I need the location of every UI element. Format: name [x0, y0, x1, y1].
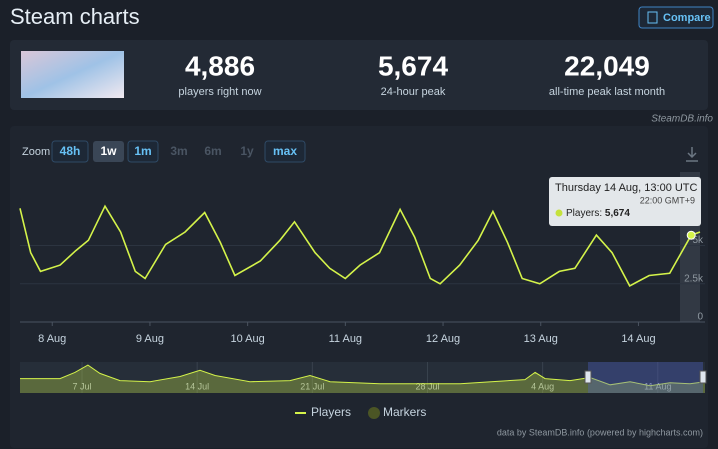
download-button[interactable] [686, 147, 698, 162]
zoom-button: 1y [240, 144, 254, 158]
x-tick-label: 11 Aug [644, 381, 671, 391]
zoom-button[interactable]: max [264, 140, 306, 163]
x-tick-label: 13 Aug [524, 333, 558, 345]
zoom-button-label: 48h [60, 144, 81, 158]
x-tick-label: 28 Jul [415, 381, 439, 391]
credits: data by SteamDB.info (powered by highcha… [497, 427, 703, 437]
legend-item[interactable]: Markers [368, 405, 426, 419]
zoom-button-label: max [273, 144, 297, 158]
selection-handle [584, 370, 592, 384]
download-icon [686, 147, 698, 162]
zoom-label: Zoom [22, 146, 50, 158]
zoom-button: 6m [204, 144, 221, 158]
tooltip-value: 5,674 [605, 208, 630, 219]
y-tick-label: 5k [692, 235, 704, 246]
tooltip-box [549, 177, 701, 226]
x-tick-label: 14 Aug [621, 333, 655, 345]
stat-label: all-time peak last month [549, 86, 665, 98]
legend-swatch [368, 407, 380, 419]
stat-value: 4,886 [185, 50, 255, 81]
stat-value: 22,049 [564, 50, 650, 81]
zoom-button-frame [127, 140, 159, 163]
zoom-button-frame [93, 141, 124, 162]
series-line [19, 204, 701, 287]
legend-item[interactable]: Players [295, 405, 351, 419]
y-tick-label: 0 [697, 312, 703, 323]
tooltip-label: Players: 5,674 [566, 208, 630, 219]
zoom-button[interactable]: 1m [127, 140, 159, 163]
x-tick-label: 12 Aug [426, 333, 460, 345]
page-title: Steam charts [10, 4, 140, 29]
x-tick-label: 10 Aug [231, 333, 265, 345]
legend: Players Markers [295, 405, 426, 419]
x-tick-label: 9 Aug [136, 333, 164, 345]
zoom-button: 3m [170, 144, 187, 158]
zoom-button[interactable]: 48h [51, 140, 89, 163]
navigator-selection[interactable] [584, 362, 707, 393]
tooltip-key: Players: [566, 208, 602, 219]
x-tick-label: 7 Jul [73, 381, 92, 391]
selection-window [588, 362, 703, 393]
zoom-buttons: 48h 1w 1m 3m 6m 1y max [51, 140, 306, 163]
tooltip-title: Thursday 14 Aug, 13:00 UTC [555, 182, 698, 194]
x-tick-label: 8 Aug [38, 333, 66, 345]
tooltip: Thursday 14 Aug, 13:00 UTC 22:00 GMT+9 P… [549, 177, 701, 226]
game-image [21, 51, 124, 98]
hover-point [686, 230, 696, 240]
compare-icon [647, 11, 658, 24]
stats: 4,886 players right now 5,674 24-hour peak 2… [178, 50, 665, 98]
x-tick-label: 11 Aug [329, 333, 362, 345]
stats-panel [10, 40, 708, 110]
x-tick-label: 14 Jul [185, 381, 209, 391]
legend-label: Markers [383, 405, 426, 419]
stat-value: 5,674 [378, 50, 448, 81]
zoom-button-label: 3m [170, 144, 187, 158]
y-tick-label: 2.5k [684, 273, 704, 284]
zoom-button-label: 1y [240, 144, 254, 158]
zoom-button-label: 1w [100, 144, 117, 158]
compare-button[interactable]: Compare [638, 6, 714, 29]
stat-label: 24-hour peak [381, 86, 446, 98]
x-tick-label: 4 Aug [531, 381, 554, 391]
stat-label: players right now [178, 86, 261, 98]
selection-handle [699, 370, 707, 384]
zoom-button-label: 6m [204, 144, 221, 158]
navigator: 7 Jul 14 Jul 21 Jul 28 Jul 4 Aug 11 Aug [20, 362, 706, 393]
zoom-button-frame [264, 140, 306, 163]
zoom-button[interactable]: 1w [93, 141, 124, 162]
legend-label: Players [311, 405, 351, 419]
compare-label: Compare [663, 12, 711, 24]
tooltip-dot [555, 209, 563, 217]
tooltip-subtitle: 22:00 GMT+9 [640, 195, 695, 205]
source: SteamDB.info [651, 114, 713, 125]
zoom-button-label: 1m [134, 144, 151, 158]
chart-panel [10, 126, 708, 448]
x-tick-label: 21 Jul [300, 381, 324, 391]
series-line [20, 364, 706, 387]
main-chart: 0 2.5k 5k 8 Aug 9 Aug 10 Aug 11 Aug 12 Aug 13 Au… [19, 204, 705, 345]
area-fill [20, 365, 705, 393]
zoom-button-frame [51, 140, 89, 163]
